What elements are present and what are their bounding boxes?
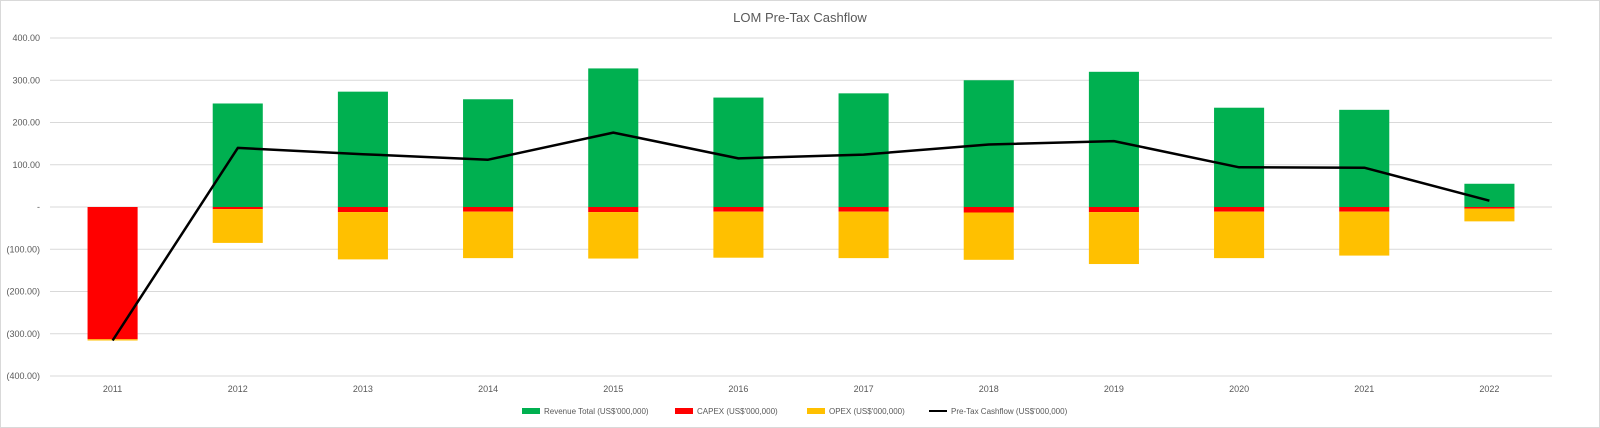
bar-capex: [212, 207, 263, 210]
bar-opex: [463, 211, 514, 259]
x-tick-label: 2021: [1354, 384, 1374, 394]
bar-opex: [713, 211, 764, 258]
bar-revenue: [713, 97, 764, 207]
y-axis: 400.00 300.00 200.00 100.00 - (100.00) (200.00…: [6, 33, 40, 381]
bar-capex: [588, 207, 639, 213]
bar-revenue: [1088, 71, 1139, 207]
y-tick-label: (100.00): [6, 244, 40, 254]
legend-swatch: [522, 408, 540, 414]
legend-swatch: [675, 408, 693, 414]
legend: Revenue Total (US$'000,000) CAPEX (US$'00…: [522, 407, 1068, 416]
bar-revenue: [588, 68, 639, 207]
bar-revenue: [212, 103, 263, 207]
y-tick-label: (400.00): [6, 371, 40, 381]
bar-revenue: [463, 99, 514, 207]
bar-capex: [713, 207, 764, 212]
gridlines: [50, 37, 1552, 377]
x-tick-label: 2013: [353, 384, 373, 394]
bar-revenue: [838, 93, 889, 207]
bar-capex: [963, 207, 1014, 213]
bar-capex: [1464, 207, 1515, 209]
bar-capex: [463, 207, 514, 212]
y-tick-label: 200.00: [12, 118, 40, 128]
x-axis: 2011 2012 2013 2014 2015 2016 2017 2018 2019 2020…: [103, 384, 1500, 394]
cashflow-line-group: [111, 131, 1490, 342]
bar-capex: [1088, 207, 1139, 213]
bar-revenue: [1214, 107, 1265, 207]
x-tick-label: 2012: [228, 384, 248, 394]
bar-opex: [1339, 211, 1390, 256]
x-tick-label: 2022: [1479, 384, 1499, 394]
x-tick-label: 2015: [603, 384, 623, 394]
x-tick-label: 2020: [1229, 384, 1249, 394]
bar-revenue: [337, 91, 388, 207]
bar-revenue: [1464, 183, 1515, 207]
bar-opex: [588, 212, 639, 259]
legend-swatch: [807, 408, 825, 414]
bar-capex: [1214, 207, 1265, 212]
y-tick-label: (300.00): [6, 329, 40, 339]
x-tick-label: 2018: [979, 384, 999, 394]
legend-label: Pre-Tax Cashflow (US$'000,000): [951, 407, 1068, 416]
bar-capex: [1339, 207, 1390, 212]
y-tick-label: 100.00: [12, 160, 40, 170]
x-tick-label: 2016: [728, 384, 748, 394]
bar-capex: [87, 207, 138, 340]
bar-revenue: [1339, 109, 1390, 207]
x-tick-label: 2019: [1104, 384, 1124, 394]
y-tick-label: 400.00: [12, 33, 40, 43]
bar-opex: [1088, 212, 1139, 265]
bar-opex: [963, 212, 1014, 260]
bar-opex: [1464, 208, 1515, 222]
y-tick-label: -: [37, 202, 40, 212]
bar-capex: [838, 207, 889, 212]
legend-label: CAPEX (US$'000,000): [697, 407, 778, 416]
chart-title: LOM Pre-Tax Cashflow: [733, 10, 867, 25]
bar-opex: [337, 212, 388, 260]
bar-opex: [1214, 211, 1265, 259]
bars: [87, 68, 1515, 341]
bar-opex: [838, 211, 889, 259]
y-tick-label: (200.00): [6, 287, 40, 297]
pre-tax-cashflow-line: [111, 131, 1490, 342]
legend-label: Revenue Total (US$'000,000): [544, 407, 649, 416]
bar-opex: [212, 209, 263, 243]
legend-label: OPEX (US$'000,000): [829, 407, 905, 416]
y-tick-label: 300.00: [12, 75, 40, 85]
x-tick-label: 2011: [103, 384, 122, 394]
x-tick-label: 2017: [854, 384, 874, 394]
x-tick-label: 2014: [478, 384, 498, 394]
bar-capex: [337, 207, 388, 213]
